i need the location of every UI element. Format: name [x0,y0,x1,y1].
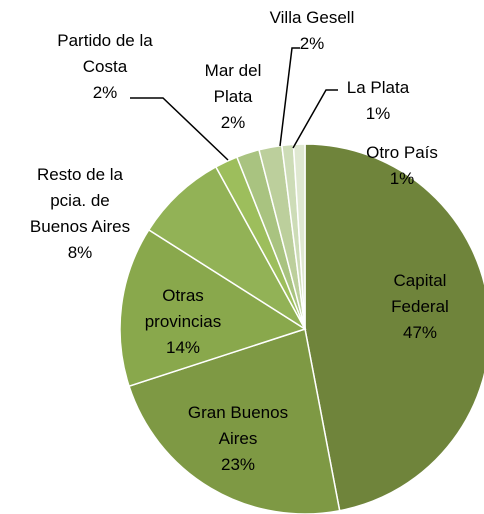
category-label: Otras provincias [144,286,222,331]
slice-label: Capital Federal 47% [375,268,465,346]
value-label: 8% [67,243,93,262]
slice-label: Otro País 1% [352,140,452,192]
slice-label: Resto de la pcia. de Buenos Aires 8% [24,162,136,266]
category-label: La Plata [346,78,410,97]
slice-label: Mar del Plata 2% [193,58,273,136]
category-label: Partido de la Costa [57,31,153,76]
value-label: 1% [365,104,391,123]
slice-label: La Plata 1% [328,75,428,127]
value-label: 2% [299,34,325,53]
leader-line [130,97,229,161]
value-label: 23% [220,455,256,474]
pie-slice [119,228,307,388]
category-label: Villa Gesell [269,8,355,27]
category-label: Gran Buenos Aires [187,403,289,448]
category-label: Otro País [366,143,438,162]
leader-line [279,47,300,147]
slice-label: Villa Gesell 2% [252,5,372,57]
leader-line [292,89,338,149]
pie-slice [304,143,484,512]
slice-label: Partido de la Costa 2% [43,28,168,106]
value-label: 14% [165,338,201,357]
category-label: Capital Federal [391,271,449,316]
value-label: 47% [402,323,438,342]
slice-label: Otras provincias 14% [133,283,233,361]
pie-slice [292,143,306,330]
value-label: 1% [389,169,415,188]
value-label: 2% [220,113,246,132]
pie-slice [147,165,306,330]
category-label: Mar del Plata [204,61,262,106]
slice-label: Gran Buenos Aires 23% [178,400,298,478]
category-label: Resto de la pcia. de Buenos Aires [29,165,131,236]
value-label: 2% [92,83,118,102]
